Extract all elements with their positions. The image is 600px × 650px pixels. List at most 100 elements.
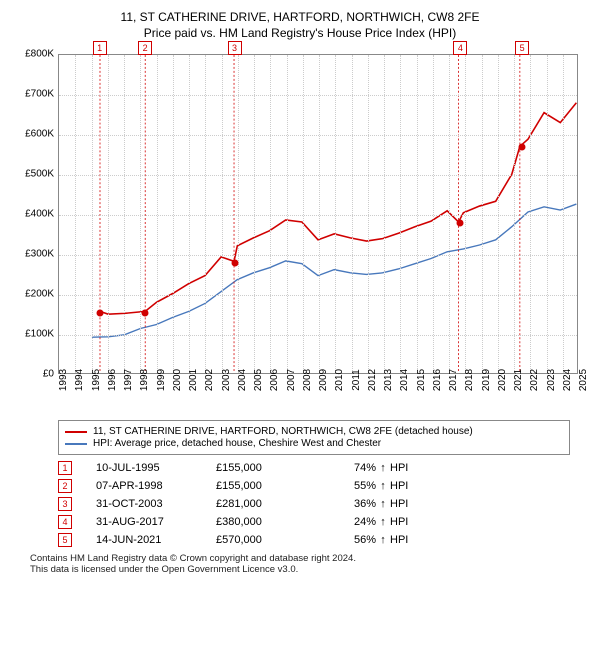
x-tick-label: 2001 (188, 369, 199, 391)
x-tick-label: 1996 (107, 369, 118, 391)
row-date: 31-AUG-2017 (96, 516, 216, 528)
row-index: 2 (58, 479, 72, 493)
x-tick-label: 2017 (448, 369, 459, 391)
sale-dot (231, 259, 238, 266)
x-tick-label: 2023 (546, 369, 557, 391)
row-price: £380,000 (216, 516, 316, 528)
x-tick-label: 1995 (91, 369, 102, 391)
row-price: £570,000 (216, 534, 316, 546)
y-tick-label: £700K (25, 89, 54, 100)
sale-marker-box: 2 (138, 41, 152, 55)
row-date: 31-OCT-2003 (96, 498, 216, 510)
row-price: £155,000 (216, 480, 316, 492)
x-tick-label: 1997 (123, 369, 134, 391)
row-pct: 56% (316, 534, 376, 546)
sales-table: 110-JUL-1995£155,00074%↑HPI207-APR-1998£… (58, 461, 570, 547)
row-hpi-label: HPI (390, 516, 430, 528)
legend-label: HPI: Average price, detached house, Ches… (93, 438, 381, 449)
arrow-up-icon: ↑ (376, 498, 390, 510)
x-tick-label: 2018 (464, 369, 475, 391)
table-row: 4 31-AUG-2017£380,00024%↑HPI (58, 515, 570, 529)
x-axis-ticks: 1993199419951996199719981999200020012002… (58, 376, 578, 416)
x-tick-label: 2002 (204, 369, 215, 391)
y-axis-ticks: £0£100K£200K£300K£400K£500K£600K£700K£80… (10, 54, 56, 374)
x-tick-label: 1999 (156, 369, 167, 391)
y-tick-label: £400K (25, 209, 54, 220)
x-tick-label: 2011 (351, 369, 362, 391)
arrow-up-icon: ↑ (376, 516, 390, 528)
x-tick-label: 2020 (497, 369, 508, 391)
x-tick-label: 2008 (302, 369, 313, 391)
x-tick-label: 2014 (399, 369, 410, 391)
x-tick-label: 2015 (416, 369, 427, 391)
arrow-up-icon: ↑ (376, 480, 390, 492)
plot-area: 12345 (58, 54, 578, 374)
chart-container: 11, ST CATHERINE DRIVE, HARTFORD, NORTHW… (0, 0, 600, 650)
x-tick-label: 2012 (367, 369, 378, 391)
legend-swatch (65, 443, 87, 445)
sale-marker-box: 5 (515, 41, 529, 55)
x-tick-label: 2007 (286, 369, 297, 391)
y-tick-label: £500K (25, 169, 54, 180)
footnote: Contains HM Land Registry data © Crown c… (30, 553, 570, 575)
x-tick-label: 2010 (334, 369, 345, 391)
legend-row: HPI: Average price, detached house, Ches… (65, 438, 563, 449)
x-tick-label: 1998 (139, 369, 150, 391)
x-tick-label: 2025 (578, 369, 589, 391)
row-hpi-label: HPI (390, 534, 430, 546)
row-date: 07-APR-1998 (96, 480, 216, 492)
x-tick-label: 2003 (221, 369, 232, 391)
table-row: 5 14-JUN-2021£570,00056%↑HPI (58, 533, 570, 547)
y-tick-label: £0 (43, 369, 54, 380)
row-pct: 55% (316, 480, 376, 492)
x-tick-label: 2019 (481, 369, 492, 391)
row-index: 5 (58, 533, 72, 547)
sale-dot (519, 144, 526, 151)
y-tick-label: £100K (25, 329, 54, 340)
table-row: 331-OCT-2003£281,00036%↑HPI (58, 497, 570, 511)
row-date: 10-JUL-1995 (96, 462, 216, 474)
y-tick-label: £300K (25, 249, 54, 260)
legend-swatch (65, 431, 87, 433)
row-pct: 74% (316, 462, 376, 474)
footnote-line1: Contains HM Land Registry data © Crown c… (30, 553, 570, 564)
row-index: 3 (58, 497, 72, 511)
title-block: 11, ST CATHERINE DRIVE, HARTFORD, NORTHW… (10, 10, 590, 40)
arrow-up-icon: ↑ (376, 534, 390, 546)
x-tick-label: 2022 (529, 369, 540, 391)
sale-marker-box: 1 (93, 41, 107, 55)
title-address: 11, ST CATHERINE DRIVE, HARTFORD, NORTHW… (10, 10, 590, 24)
row-date: 14-JUN-2021 (96, 534, 216, 546)
row-index: 4 (58, 515, 72, 529)
row-hpi-label: HPI (390, 462, 430, 474)
x-tick-label: 2006 (269, 369, 280, 391)
sale-dot (457, 220, 464, 227)
table-row: 110-JUL-1995£155,00074%↑HPI (58, 461, 570, 475)
chart-area: £0 £100K £200K £300K £400K £500K £600K £700K £80… (10, 46, 590, 416)
x-tick-label: 2005 (253, 369, 264, 391)
row-pct: 24% (316, 516, 376, 528)
legend-row: 11, ST CATHERINE DRIVE, HARTFORD, NORTHW… (65, 426, 563, 437)
arrow-up-icon: ↑ (376, 462, 390, 474)
title-subtitle: Price paid vs. HM Land Registry's House … (10, 26, 590, 40)
row-pct: 36% (316, 498, 376, 510)
x-tick-label: 2021 (513, 369, 524, 391)
row-hpi-label: HPI (390, 480, 430, 492)
legend-label: 11, ST CATHERINE DRIVE, HARTFORD, NORTHW… (93, 426, 473, 437)
line-layer (59, 55, 577, 373)
footnote-line2: This data is licensed under the Open Gov… (30, 564, 570, 575)
x-tick-label: 2000 (172, 369, 183, 391)
x-tick-label: 2016 (432, 369, 443, 391)
x-tick-label: 1994 (74, 369, 85, 391)
sale-marker-box: 4 (453, 41, 467, 55)
y-tick-label: £800K (25, 49, 54, 60)
y-tick-label: £200K (25, 289, 54, 300)
row-price: £155,000 (216, 462, 316, 474)
y-tick-label: £600K (25, 129, 54, 140)
series-hpi (92, 204, 576, 337)
row-hpi-label: HPI (390, 498, 430, 510)
x-tick-label: 2013 (383, 369, 394, 391)
x-tick-label: 1993 (58, 369, 69, 391)
legend: 11, ST CATHERINE DRIVE, HARTFORD, NORTHW… (58, 420, 570, 455)
sale-dot (142, 310, 149, 317)
